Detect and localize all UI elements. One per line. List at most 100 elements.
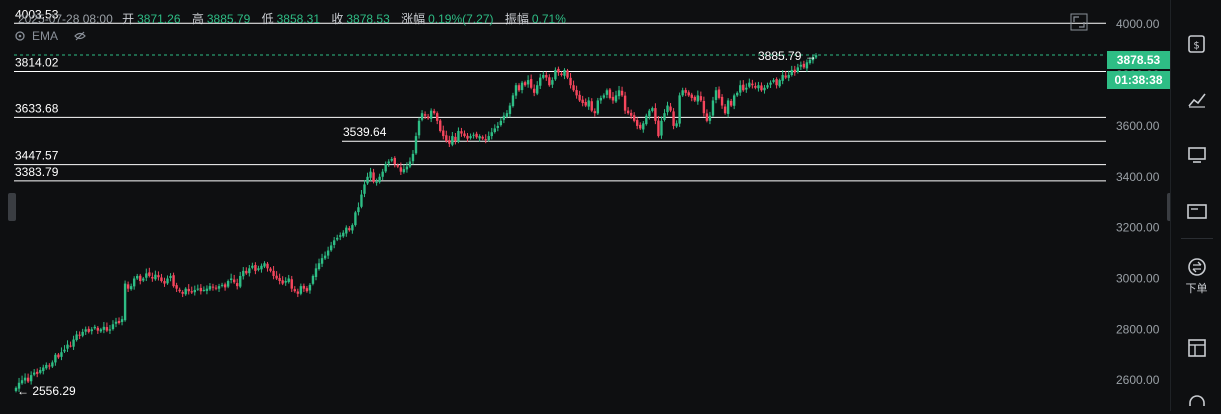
candle-body [29, 375, 33, 382]
candle-body [211, 286, 215, 288]
candle-body [142, 278, 145, 281]
y-tick-label: 3000.00 [1116, 271, 1160, 285]
candle-body [48, 365, 51, 367]
amplitude-value: 0.71% [531, 12, 566, 26]
candle-body [405, 166, 409, 170]
settings-icon[interactable] [14, 30, 26, 42]
level-label: 3447.57 [15, 149, 59, 163]
chart-area[interactable]: 4003.53 3814.02 3633.68 3539.64 3447.57 3383.… [0, 0, 1170, 411]
candle-body [769, 82, 772, 85]
candle-body [502, 115, 506, 120]
candle-body [163, 281, 166, 284]
candle-body [57, 354, 60, 358]
candle-body [363, 184, 366, 194]
order-label: 下单 [1185, 283, 1208, 295]
candle-body [563, 69, 566, 76]
candle-body [220, 284, 224, 286]
ema-label[interactable]: EMA [32, 29, 59, 43]
candle-body [723, 106, 727, 114]
candle-body [120, 319, 124, 322]
candle-body [457, 130, 460, 142]
candle-body [548, 77, 551, 86]
candle-body [545, 75, 548, 78]
candle-body [505, 113, 509, 117]
candle-body [111, 324, 115, 330]
candle-body [632, 115, 636, 121]
candle-body [114, 321, 118, 324]
etf-button[interactable] [1171, 200, 1221, 222]
candle-body [696, 95, 700, 102]
candle-body [732, 95, 736, 106]
y-tick-label: 2600.00 [1116, 373, 1160, 387]
order-button[interactable]: 下单 [1171, 256, 1221, 296]
candle-body [702, 100, 706, 114]
candle-body [445, 135, 448, 142]
candle-body [666, 105, 669, 113]
candle-body [320, 258, 324, 264]
candle-body [605, 90, 609, 95]
candle-body [275, 275, 278, 279]
candle-body [278, 277, 281, 282]
candle-body [181, 291, 184, 294]
candle-body [354, 212, 357, 226]
candle-body [123, 283, 127, 321]
level-label: 3383.79 [15, 165, 59, 179]
candle-body [229, 278, 233, 281]
candle-body [569, 77, 572, 86]
candle-body [539, 77, 542, 86]
candle-body [205, 288, 209, 291]
support-button[interactable] [1171, 392, 1221, 414]
y-tick-label: 2800.00 [1116, 322, 1160, 336]
candle-body [72, 339, 75, 347]
deposit-button[interactable]: $ [1171, 33, 1221, 55]
candle-body [690, 94, 693, 98]
candle-body [757, 85, 760, 89]
right-collapse-handle[interactable] [1167, 193, 1170, 221]
candle-body [775, 79, 778, 86]
high-marker: 3885.79 → [758, 49, 817, 63]
candle-body [223, 284, 227, 288]
candle-body [626, 110, 630, 114]
candle-body [772, 80, 775, 82]
candle-body [717, 89, 721, 98]
candle-body [514, 85, 518, 96]
fullscreen-icon[interactable] [1070, 13, 1088, 31]
indicators-button[interactable] [1171, 88, 1221, 110]
candles [14, 53, 818, 393]
candle-body [614, 95, 618, 102]
candle-body [172, 275, 175, 287]
candle-body [511, 95, 515, 107]
layout-button[interactable] [1171, 337, 1221, 359]
candle-body [557, 68, 560, 73]
candle-body [460, 131, 463, 134]
candle-body [720, 96, 724, 106]
candle-body [705, 113, 709, 121]
candle-body [429, 110, 433, 119]
candle-body [714, 90, 718, 100]
candle-body [332, 240, 336, 245]
candle-body [411, 153, 415, 162]
candle-body [26, 377, 30, 382]
candle-body [117, 320, 121, 324]
candlestick-chart[interactable]: 4003.53 3814.02 3633.68 3539.64 3447.57 3383.… [0, 0, 1170, 411]
candle-body [778, 80, 781, 87]
candle-body [639, 124, 642, 129]
candle-body [84, 329, 87, 332]
candle-body [232, 279, 236, 283]
candle-body [484, 139, 487, 141]
candle-body [687, 92, 690, 96]
candle-body [63, 349, 66, 352]
candle-body [532, 88, 536, 93]
candle-body [572, 85, 575, 91]
hide-eye-icon[interactable] [74, 30, 86, 42]
candle-body [808, 59, 812, 64]
candle-body [748, 82, 751, 87]
amplitude-label: 振幅 [504, 12, 529, 26]
monitor-button[interactable] [1171, 144, 1221, 166]
left-collapse-handle[interactable] [8, 193, 16, 221]
candle-body [129, 286, 133, 290]
level-label: 3539.64 [343, 125, 387, 139]
candle-body [423, 114, 427, 116]
candle-body [157, 275, 160, 278]
candle-body [651, 108, 654, 111]
